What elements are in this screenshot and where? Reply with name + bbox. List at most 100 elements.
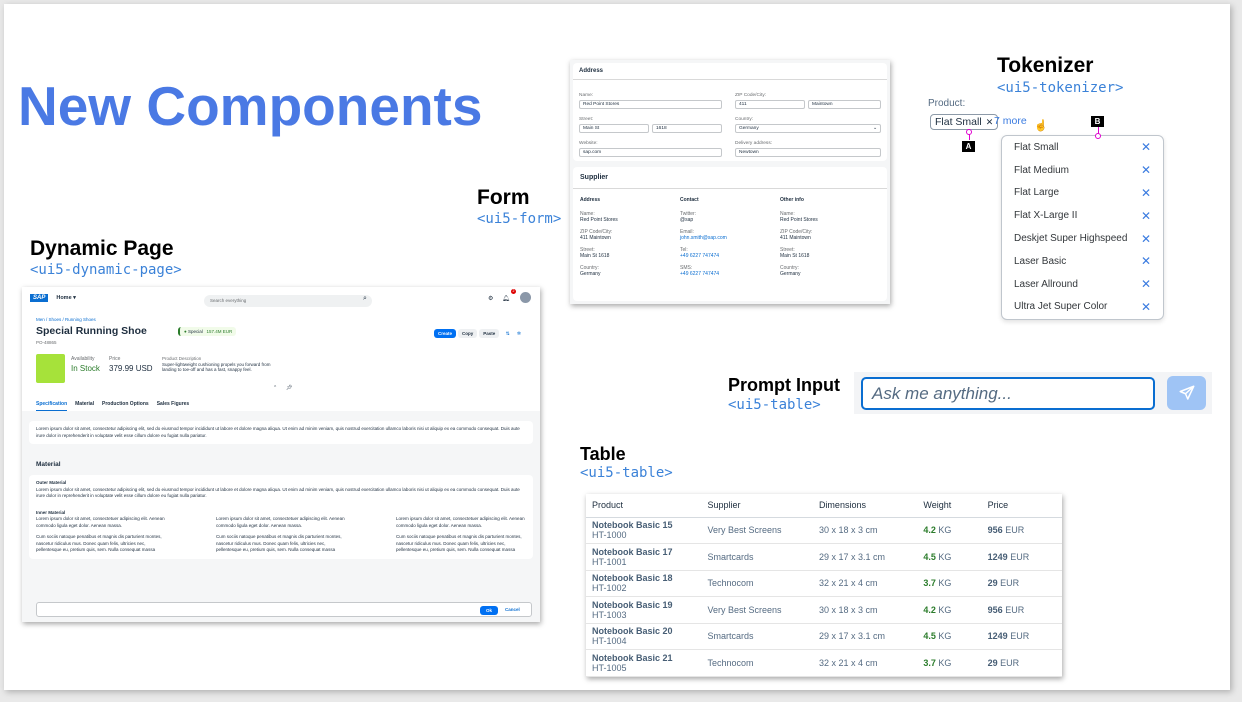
- inner-text: Cum sociis natoque penatibus et magnis d…: [216, 534, 342, 552]
- field-link[interactable]: +49 6227 747474: [680, 271, 720, 277]
- table-row[interactable]: Notebook Basic 17 HT-1001 Smartcards 29 x 1…: [586, 543, 1062, 571]
- more-link[interactable]: 7 more: [994, 115, 1027, 127]
- page-title: Special Running Shoe: [36, 325, 147, 337]
- dimensions-cell: 32 x 21 x 4 cm: [812, 570, 918, 597]
- copy-button[interactable]: Copy: [458, 329, 478, 338]
- tab-sales-figures[interactable]: Sales Figures: [156, 401, 190, 407]
- inner-material-columns: Lorem ipsum dolor sit amet, consectetuer…: [36, 516, 526, 554]
- zip-city-field: ZIP Code/City: 411 Maintown: [735, 93, 881, 109]
- price-cell: 956 EUR: [981, 596, 1062, 624]
- product-name: Notebook Basic 17: [592, 546, 673, 557]
- product-id: HT-1001: [592, 556, 627, 567]
- hand-cursor-icon: ☝: [1034, 120, 1048, 132]
- product-name: Notebook Basic 18: [592, 573, 673, 584]
- send-icon: [1179, 385, 1194, 400]
- home-menu[interactable]: Home ▾: [56, 295, 76, 301]
- kpi-price: Price 379.99 USD: [109, 356, 153, 373]
- close-icon[interactable]: ✕: [1140, 185, 1151, 200]
- sort-icon[interactable]: ⇅: [505, 331, 510, 337]
- product-cell: Notebook Basic 19 HT-1003: [586, 596, 702, 624]
- column-heading: Address: [580, 197, 601, 203]
- close-icon[interactable]: ✕: [1140, 208, 1151, 223]
- table-row[interactable]: Notebook Basic 20 HT-1004 Smartcards 29 x 1…: [586, 623, 1062, 650]
- pin-header-button[interactable]: 📌︎: [286, 385, 293, 391]
- zip-input[interactable]: 411: [735, 100, 805, 109]
- tab-production-options[interactable]: Production Options: [102, 401, 149, 407]
- table-row[interactable]: Notebook Basic 18 HT-1002 Technocom 32 x 21…: [586, 570, 1062, 597]
- field-link[interactable]: john.smith@sap.com: [680, 235, 727, 241]
- inner-text: Lorem ipsum dolor sit amet, consectetuer…: [216, 516, 345, 528]
- marker-b: B: [1091, 116, 1104, 127]
- chevron-down-icon: ⌄: [872, 126, 877, 131]
- number-input[interactable]: 1618: [652, 124, 722, 133]
- weight-unit: KG: [938, 657, 952, 668]
- settings-icon[interactable]: ✲: [516, 331, 522, 337]
- slide-title: New Components: [18, 75, 483, 137]
- paste-button[interactable]: Paste: [479, 329, 500, 338]
- breadcrumb[interactable]: Men / Shoes / Running Shoes: [36, 317, 96, 322]
- cancel-button[interactable]: Cancel: [505, 607, 520, 612]
- city-input[interactable]: Maintown: [808, 100, 881, 109]
- table-row[interactable]: Notebook Basic 21 HT-1005 Technocom 32 x 21…: [586, 649, 1062, 677]
- field-label: Country:: [780, 265, 799, 271]
- close-icon[interactable]: ✕: [1140, 231, 1151, 246]
- tab-specification[interactable]: Specification: [36, 401, 68, 411]
- close-icon[interactable]: ✕: [1140, 140, 1151, 155]
- price-cell: 1249 EUR: [981, 543, 1062, 571]
- tab-material[interactable]: Material: [75, 401, 95, 407]
- product-id: HT-1003: [592, 609, 627, 620]
- token-list-item[interactable]: Laser Allround ✕: [1002, 273, 1163, 296]
- search-icon[interactable]: ⌕: [363, 295, 367, 302]
- supplier-cell: Technocom: [701, 649, 813, 677]
- avatar[interactable]: [520, 292, 531, 303]
- token[interactable]: Flat Small ✕: [930, 114, 999, 130]
- street-input[interactable]: Main St: [579, 124, 649, 133]
- token-list-item[interactable]: Ultra Jet Super Color ✕: [1002, 296, 1163, 319]
- supplier-column: Contact Twitter: @sap Email: john.smith@sap.…: [680, 197, 780, 283]
- price-value: 29: [987, 578, 998, 589]
- price-unit: EUR: [1005, 604, 1025, 615]
- notification-icon[interactable]: 🔔︎: [502, 296, 510, 302]
- close-icon[interactable]: ✕: [1140, 163, 1151, 178]
- kpi-availability: Availability In Stock: [71, 356, 100, 373]
- token-list-item[interactable]: Flat Medium ✕: [1002, 159, 1163, 182]
- product-cell: Notebook Basic 20 HT-1004: [586, 623, 702, 650]
- send-button[interactable]: [1167, 376, 1206, 410]
- field-link[interactable]: +49 6227 747474: [680, 253, 720, 259]
- collapse-header-button[interactable]: ⌃: [273, 385, 278, 391]
- settings-icon[interactable]: ⚙: [488, 296, 494, 302]
- country-select[interactable]: Germany ⌄: [735, 124, 881, 133]
- status-badge: ● Special 157.4M EUR: [178, 327, 237, 336]
- token-list-item[interactable]: Deskjet Super Highspeed ✕: [1002, 227, 1163, 250]
- marker-line: [1098, 127, 1099, 135]
- product-cell: Notebook Basic 18 HT-1002: [586, 570, 702, 597]
- close-icon[interactable]: ✕: [1140, 277, 1151, 292]
- table-row[interactable]: Notebook Basic 15 HT-1000 Very Best Screen…: [586, 517, 1062, 544]
- token-list-item[interactable]: Laser Basic ✕: [1002, 250, 1163, 273]
- inner-material-heading: Inner Material: [36, 509, 66, 515]
- table-tag: <ui5-table>: [580, 465, 673, 481]
- supplier-column: Other info Name: Red Point Stores ZIP Code/…: [780, 197, 880, 283]
- create-button[interactable]: Create: [434, 329, 457, 338]
- token-list-item[interactable]: Flat Small ✕: [1002, 136, 1163, 159]
- supplier-section: Supplier Address Name: Red Point Stores ZIP…: [573, 167, 887, 301]
- close-icon[interactable]: ✕: [985, 116, 994, 127]
- product-cell: Notebook Basic 17 HT-1001: [586, 543, 702, 571]
- token-list-item[interactable]: Flat Large ✕: [1002, 182, 1163, 205]
- token-list-item[interactable]: Flat X-Large II ✕: [1002, 204, 1163, 227]
- table-label: Table: [580, 444, 626, 464]
- close-icon[interactable]: ✕: [1140, 299, 1151, 314]
- table-row[interactable]: Notebook Basic 19 HT-1003 Very Best Screen…: [586, 596, 1062, 624]
- price-value: 1249: [987, 551, 1008, 562]
- inner-text: Cum sociis natoque penatibus et magnis d…: [396, 534, 522, 552]
- prompt-text-input[interactable]: Ask me anything...: [861, 377, 1155, 410]
- weight-value: 4.2: [923, 604, 936, 615]
- field-label: Street:: [580, 247, 595, 253]
- search-input[interactable]: Search everything: [204, 295, 372, 307]
- weight-cell: 4.2 KG: [917, 596, 982, 624]
- close-icon[interactable]: ✕: [1140, 254, 1151, 269]
- material-heading: Material: [36, 461, 61, 468]
- weight-value: 4.5: [923, 551, 936, 562]
- ok-button[interactable]: Ok: [480, 606, 499, 615]
- dimensions-cell: 30 x 18 x 3 cm: [812, 517, 918, 544]
